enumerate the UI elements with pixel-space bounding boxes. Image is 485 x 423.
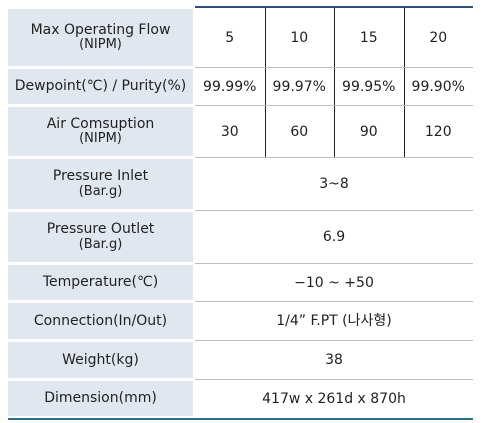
unit-text: (NIPM) xyxy=(79,37,122,53)
value-text: 90 xyxy=(359,123,378,140)
row-divider xyxy=(195,210,473,211)
value-text: 417w x 261d x 870h xyxy=(262,390,406,407)
column-divider xyxy=(334,106,335,158)
value-cell: 99.99% xyxy=(195,68,265,106)
value-text: 30 xyxy=(220,123,239,140)
value-text: 38 xyxy=(325,352,343,369)
value-text: 99.95% xyxy=(342,78,396,95)
value-text: 15 xyxy=(359,29,378,46)
value-text: 20 xyxy=(429,29,448,46)
label-text: Pressure Inlet xyxy=(52,168,149,185)
row-label: Air Comsuption (NIPM) xyxy=(8,107,193,156)
value-cell: 120 xyxy=(404,106,474,158)
value-cell: 38 xyxy=(195,341,473,380)
column-divider xyxy=(403,68,405,106)
column-divider xyxy=(264,106,266,158)
row-label: Max Operating Flow (NIPM) xyxy=(8,9,193,66)
value-text: 6.9 xyxy=(322,229,346,246)
label-text: Dimension(mm) xyxy=(44,390,157,407)
value-text: 5 xyxy=(225,29,235,46)
row-divider xyxy=(195,263,473,264)
row-label: Pressure Inlet (Bar.g) xyxy=(8,159,193,209)
unit-text: (NIPM) xyxy=(79,131,122,147)
value-text: 99.90% xyxy=(411,78,465,95)
bottom-border xyxy=(8,418,473,420)
row-label: Dewpoint(℃) / Purity(%) xyxy=(8,69,193,104)
value-cell: 30 xyxy=(195,106,265,158)
value-text: 99.99% xyxy=(203,78,257,95)
label-text: Max Operating Flow xyxy=(30,21,171,38)
row-divider xyxy=(195,157,473,158)
row-label: Dimension(mm) xyxy=(8,381,193,416)
label-text: Temperature(℃) xyxy=(42,274,159,291)
value-cell: 90 xyxy=(334,106,404,158)
column-divider xyxy=(334,68,335,106)
row-label: Pressure Outlet (Bar.g) xyxy=(8,212,193,262)
column-divider xyxy=(334,8,335,68)
label-text: Dewpoint(℃) / Purity(%) xyxy=(14,78,187,95)
value-text: 3~8 xyxy=(319,176,349,193)
value-cell: 20 xyxy=(404,8,474,68)
column-divider xyxy=(403,8,405,68)
row-divider xyxy=(195,379,473,380)
label-text: Weight(kg) xyxy=(62,351,139,368)
label-text: Air Comsuption xyxy=(46,115,155,132)
value-cell: 3~8 xyxy=(195,158,473,211)
row-divider xyxy=(195,340,473,341)
value-text: 99.97% xyxy=(272,78,326,95)
column-divider xyxy=(403,106,405,158)
value-cell: 99.95% xyxy=(334,68,404,106)
row-label: Weight(kg) xyxy=(8,342,193,378)
value-cell: 99.90% xyxy=(404,68,474,106)
value-cell: 99.97% xyxy=(265,68,335,106)
value-cell: 417w x 261d x 870h xyxy=(195,380,473,418)
row-divider xyxy=(195,105,473,106)
row-divider xyxy=(195,67,473,68)
row-label: Temperature(℃) xyxy=(8,265,193,300)
value-text: 60 xyxy=(290,123,309,140)
column-divider xyxy=(264,8,266,68)
value-text: 120 xyxy=(424,123,452,140)
column-divider xyxy=(264,68,266,106)
value-cell: 6.9 xyxy=(195,211,473,264)
value-cell: 15 xyxy=(334,8,404,68)
label-text: Pressure Outlet xyxy=(46,221,155,238)
value-cell: −10 ~ +50 xyxy=(195,264,473,302)
value-text: 1/4” F.PT (나사형) xyxy=(276,313,392,330)
value-text: −10 ~ +50 xyxy=(294,274,374,291)
row-label: Connection(In/Out) xyxy=(8,303,193,339)
top-border xyxy=(195,6,473,8)
value-cell: 1/4” F.PT (나사형) xyxy=(195,302,473,341)
value-cell: 60 xyxy=(265,106,335,158)
row-divider xyxy=(195,301,473,302)
value-cell: 10 xyxy=(265,8,335,68)
label-text: Connection(In/Out) xyxy=(33,312,168,329)
value-text: 10 xyxy=(290,29,309,46)
value-cell: 5 xyxy=(195,8,265,68)
unit-text: (Bar.g) xyxy=(78,236,123,252)
unit-text: (Bar.g) xyxy=(78,183,123,199)
